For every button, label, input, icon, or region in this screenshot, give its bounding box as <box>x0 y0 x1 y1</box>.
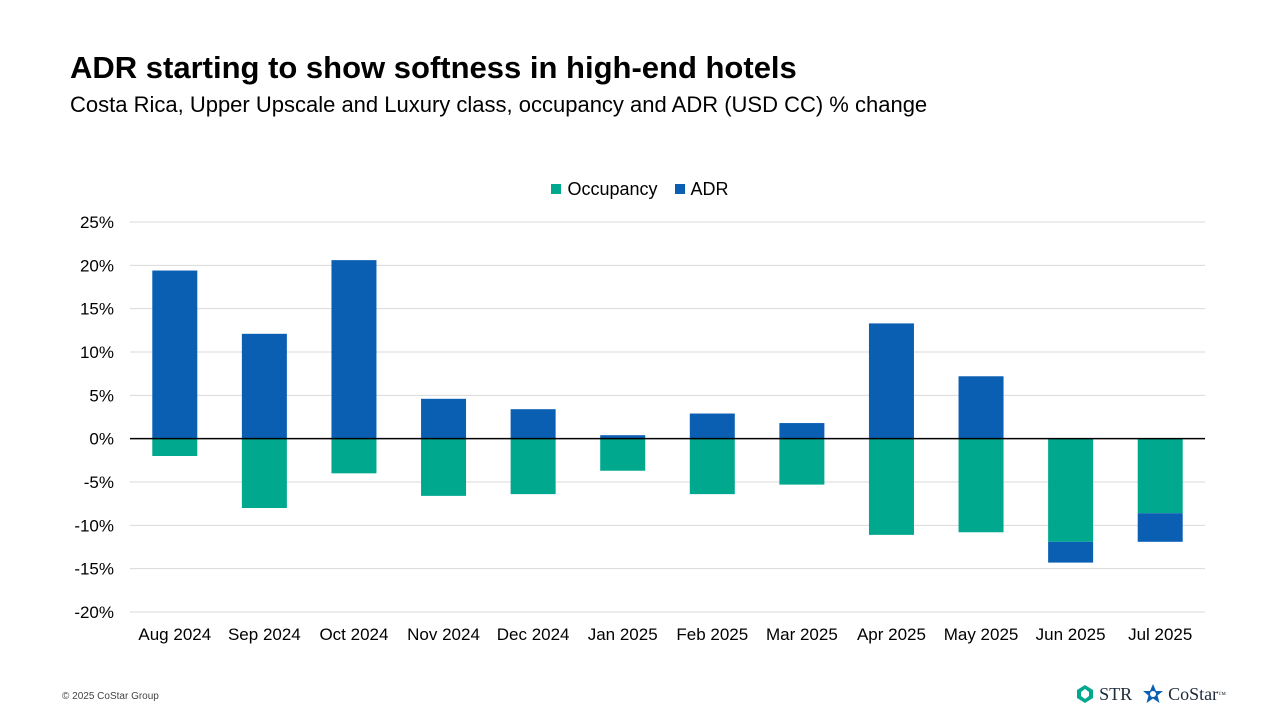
adr-bar <box>152 270 198 439</box>
str-logo-icon <box>1077 685 1094 703</box>
occupancy-bar <box>1048 438 1094 542</box>
occupancy-bar <box>600 438 646 471</box>
legend: Occupancy ADR <box>0 178 1280 200</box>
legend-label-occupancy: Occupancy <box>567 178 658 199</box>
occupancy-bar <box>331 438 377 474</box>
costar-logo-icon <box>1143 684 1164 703</box>
y-tick-label: 0% <box>89 430 114 449</box>
occupancy-bar <box>241 438 287 508</box>
str-logo: STR <box>1075 684 1132 705</box>
x-tick-label: Mar 2025 <box>766 625 838 644</box>
y-tick-label: -20% <box>74 603 114 622</box>
occupancy-bar <box>958 438 1004 533</box>
x-tick-label: Aug 2024 <box>138 625 211 644</box>
adr-bar <box>1137 513 1183 542</box>
adr-bar <box>600 435 646 439</box>
occupancy-bar <box>868 438 914 535</box>
x-tick-label: Nov 2024 <box>407 625 480 644</box>
occupancy-bar <box>779 438 825 485</box>
y-tick-label: 25% <box>80 213 114 232</box>
y-tick-label: 10% <box>80 343 114 362</box>
occupancy-bar <box>689 438 735 495</box>
adr-bar <box>689 413 735 439</box>
adr-bar <box>421 398 467 439</box>
costar-logo: CoStar ™ <box>1142 683 1226 705</box>
y-tick-label: -10% <box>74 516 114 535</box>
chart-subtitle: Costa Rica, Upper Upscale and Luxury cla… <box>70 92 928 117</box>
x-tick-label: May 2025 <box>944 625 1019 644</box>
legend-item-occupancy: Occupancy <box>551 178 658 200</box>
x-tick-label: Apr 2025 <box>857 625 926 644</box>
adr-bar <box>331 260 377 439</box>
chart-title: ADR starting to show softness in high-en… <box>70 50 797 85</box>
occupancy-bar <box>510 438 556 495</box>
x-tick-label: Sep 2024 <box>228 625 301 644</box>
x-tick-label: Jun 2025 <box>1036 625 1106 644</box>
legend-label-adr: ADR <box>690 178 729 199</box>
occupancy-bar <box>1137 438 1183 514</box>
adr-bar <box>779 423 825 439</box>
legend-swatch-occupancy <box>551 184 562 194</box>
costar-logo-tm: ™ <box>1218 689 1226 699</box>
legend-item-adr: ADR <box>674 178 729 200</box>
y-tick-label: -15% <box>74 560 114 579</box>
x-tick-label: Feb 2025 <box>676 625 748 644</box>
adr-bar <box>241 333 287 439</box>
x-tick-label: Oct 2024 <box>319 625 388 644</box>
x-tick-label: Jan 2025 <box>588 625 658 644</box>
y-tick-label: 5% <box>89 386 114 405</box>
costar-logo-text: CoStar <box>1168 683 1219 704</box>
y-tick-label: -5% <box>84 473 114 492</box>
x-tick-label: Jul 2025 <box>1128 625 1192 644</box>
adr-bar <box>958 376 1004 439</box>
y-tick-label: 20% <box>80 256 114 275</box>
adr-bar <box>510 409 556 439</box>
legend-swatch-adr <box>674 184 685 194</box>
copyright-text: © 2025 CoStar Group <box>62 691 159 702</box>
y-tick-label: 15% <box>80 300 114 319</box>
adr-bar <box>1048 541 1094 563</box>
x-tick-label: Dec 2024 <box>497 625 570 644</box>
occupancy-bar <box>152 438 198 456</box>
adr-bar <box>868 323 914 439</box>
occupancy-bar <box>421 438 467 496</box>
str-logo-text: STR <box>1099 683 1133 704</box>
footer-logos: STR CoStar ™ <box>1065 683 1226 705</box>
